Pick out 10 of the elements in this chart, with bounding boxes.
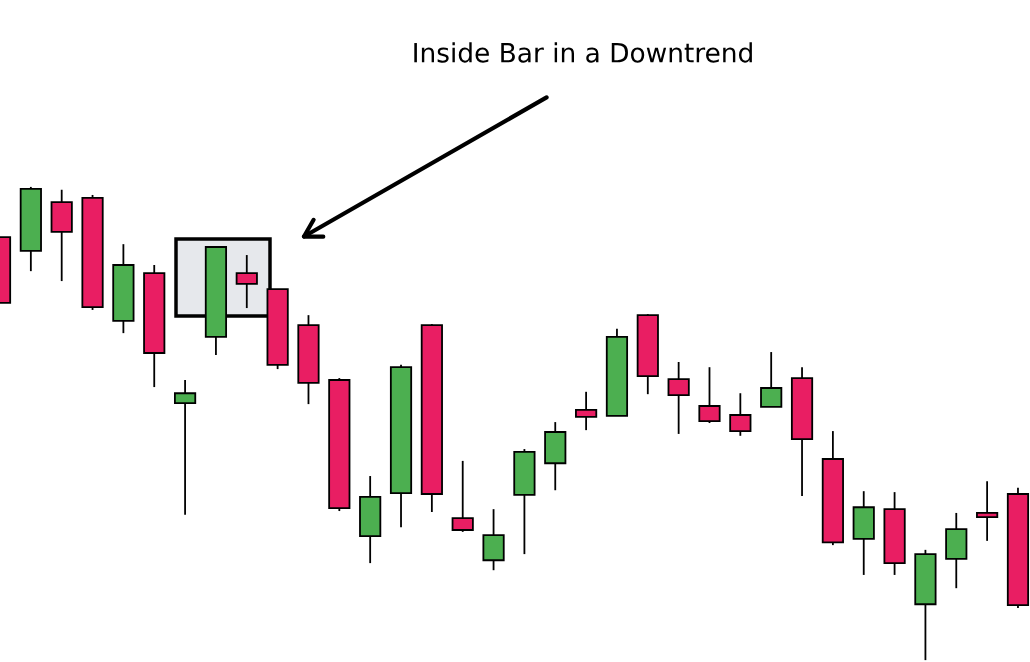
- text: Inside Bar in a Downtrend: [414, 42, 752, 63]
- candlestick: [174, 379, 197, 516]
- candlestick: [698, 366, 721, 424]
- candlestick: [729, 392, 752, 437]
- candlestick: [451, 459, 474, 533]
- candlestick: [575, 390, 598, 432]
- candlestick: [235, 254, 258, 309]
- candlestick: [760, 351, 783, 408]
- candlestick: [667, 361, 690, 435]
- candlestick: [976, 480, 999, 542]
